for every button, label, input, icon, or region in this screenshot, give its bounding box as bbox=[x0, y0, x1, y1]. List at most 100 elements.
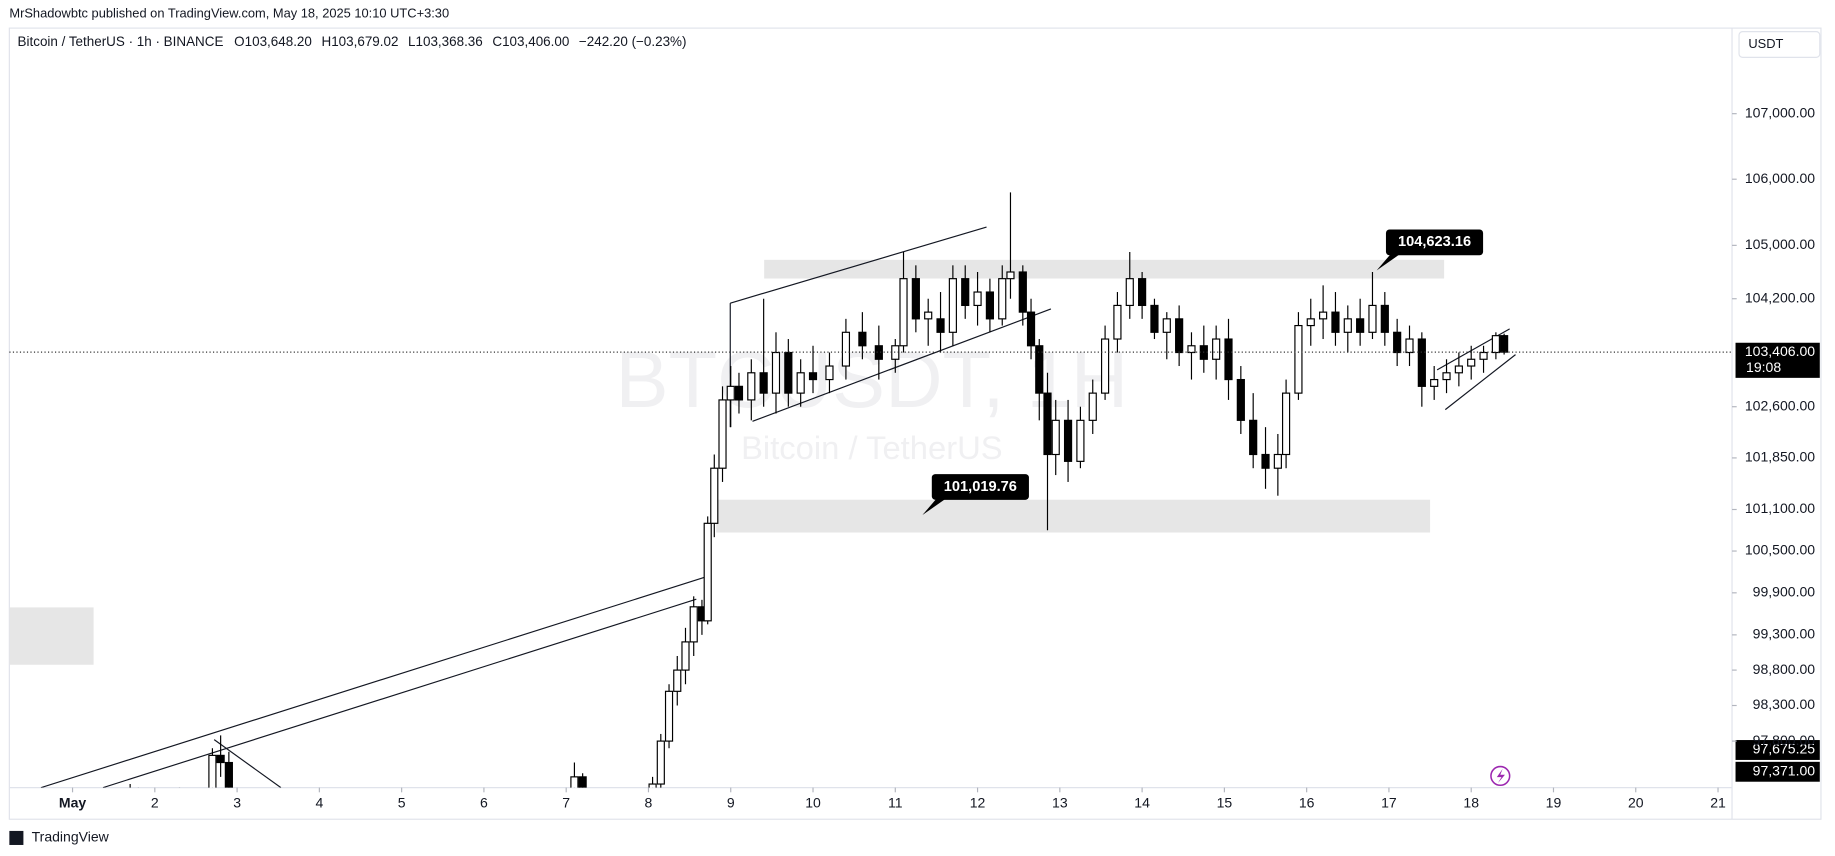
annotation-box bbox=[1385, 229, 1484, 256]
candle-body bbox=[1467, 358, 1476, 367]
legend-change: −242.20 (−0.23%) bbox=[579, 34, 687, 49]
y-tick-label: 106,000.00 bbox=[1745, 170, 1815, 186]
candle-body bbox=[1306, 318, 1315, 327]
candle-body bbox=[1479, 351, 1488, 360]
candle-body bbox=[759, 372, 768, 394]
zone bbox=[764, 259, 1445, 279]
candle-body bbox=[998, 278, 1007, 320]
candle-body bbox=[1043, 392, 1052, 456]
y-tick-label: 97,800.00 bbox=[1753, 732, 1816, 748]
candle-body bbox=[1442, 372, 1451, 381]
footer: TradingView bbox=[32, 829, 110, 845]
candle-body bbox=[1281, 392, 1291, 456]
candle-body bbox=[808, 372, 818, 381]
candle-body bbox=[726, 385, 735, 401]
annotation-label: 101,019.76 bbox=[944, 479, 1017, 495]
price-label-box bbox=[1735, 740, 1820, 760]
x-tick-label: 6 bbox=[480, 795, 488, 811]
y-tick-label: 101,850.00 bbox=[1745, 449, 1815, 465]
x-tick-label: 5 bbox=[398, 795, 406, 811]
candle-body bbox=[1035, 345, 1044, 394]
candle-body bbox=[703, 522, 712, 622]
candle-body bbox=[1018, 271, 1027, 313]
candles bbox=[129, 192, 1509, 788]
trend-line bbox=[752, 308, 1052, 422]
candle-body bbox=[973, 291, 982, 307]
price-label: 97,675.25 bbox=[1753, 741, 1816, 757]
x-tick-label: 15 bbox=[1217, 795, 1233, 811]
candle-body bbox=[1100, 338, 1110, 394]
candle-body bbox=[718, 399, 727, 469]
trend-line bbox=[213, 739, 282, 788]
price-label: 97,371.00 bbox=[1753, 762, 1816, 778]
candle-body bbox=[985, 291, 994, 320]
candle-body bbox=[841, 331, 851, 367]
alert-icon[interactable] bbox=[1490, 765, 1511, 787]
candle-body bbox=[1125, 278, 1134, 307]
drawings bbox=[9, 226, 1516, 788]
candle-body bbox=[216, 754, 225, 764]
candle-body bbox=[948, 278, 957, 333]
x-tick-label: 7 bbox=[562, 795, 570, 811]
candle-body bbox=[1368, 304, 1377, 333]
y-tick-label: 105,000.00 bbox=[1745, 236, 1815, 252]
legend-title: Bitcoin / TetherUS · 1h · BINANCE bbox=[18, 34, 224, 49]
candle-body bbox=[710, 467, 719, 524]
annotation-box bbox=[931, 474, 1029, 500]
x-tick-label: 10 bbox=[805, 795, 821, 811]
candle-body bbox=[1063, 419, 1073, 462]
candle-body bbox=[208, 754, 217, 788]
alert-icon-bolt bbox=[1496, 768, 1505, 783]
x-tick-label: 17 bbox=[1381, 795, 1397, 811]
candle-body bbox=[1356, 318, 1365, 333]
last-price-box bbox=[1735, 342, 1820, 378]
x-tick-label: 9 bbox=[727, 795, 735, 811]
candle-body bbox=[911, 278, 920, 320]
x-tick-label: 16 bbox=[1299, 795, 1315, 811]
candle-body bbox=[899, 278, 908, 347]
y-tick-label: 98,300.00 bbox=[1753, 696, 1816, 712]
candle-body bbox=[1319, 311, 1328, 320]
candle-body bbox=[936, 318, 945, 333]
candle-body bbox=[961, 278, 970, 307]
candle-body bbox=[1294, 324, 1303, 394]
legend: Bitcoin / TetherUS · 1h · BINANCE O103,6… bbox=[18, 34, 687, 49]
candle-body bbox=[734, 385, 744, 401]
trend-line bbox=[730, 226, 987, 304]
x-tick-label: 20 bbox=[1628, 795, 1644, 811]
x-tick-label: 3 bbox=[233, 795, 241, 811]
candle-body bbox=[924, 311, 933, 320]
candle-body bbox=[656, 740, 665, 785]
candle-body bbox=[1187, 345, 1196, 354]
y-tick-label: 100,500.00 bbox=[1745, 542, 1815, 558]
candle-body bbox=[681, 641, 690, 671]
candle-body bbox=[1212, 338, 1221, 360]
candle-body bbox=[858, 331, 867, 347]
currency-button[interactable] bbox=[1738, 31, 1821, 58]
candle-body bbox=[1393, 331, 1402, 354]
candle-body bbox=[648, 783, 657, 788]
legend-close: C103,406.00 bbox=[492, 34, 569, 49]
candle-body bbox=[1430, 378, 1439, 387]
candle-body bbox=[1026, 311, 1036, 347]
currency-label[interactable]: USDT bbox=[1748, 36, 1783, 51]
y-tick-label: 107,000.00 bbox=[1745, 104, 1815, 120]
y-tick-label: 99,900.00 bbox=[1753, 584, 1816, 600]
candle-body bbox=[784, 351, 793, 394]
candle-body bbox=[1454, 365, 1463, 374]
candle-body bbox=[825, 365, 834, 381]
x-tick-label: 19 bbox=[1546, 795, 1562, 811]
candle-body bbox=[1006, 271, 1015, 280]
candle-body bbox=[664, 690, 674, 742]
candle-body bbox=[1175, 318, 1184, 354]
footer-logo bbox=[9, 830, 24, 845]
candle-body bbox=[1162, 318, 1171, 333]
candle-body bbox=[1150, 304, 1159, 333]
candle-body bbox=[874, 345, 883, 360]
candle-body bbox=[1236, 378, 1245, 421]
zone bbox=[716, 499, 1431, 533]
trend-line bbox=[102, 598, 697, 788]
x-tick-label: 4 bbox=[315, 795, 323, 811]
candle-body bbox=[1331, 311, 1340, 333]
x-tick-label: 14 bbox=[1134, 795, 1150, 811]
